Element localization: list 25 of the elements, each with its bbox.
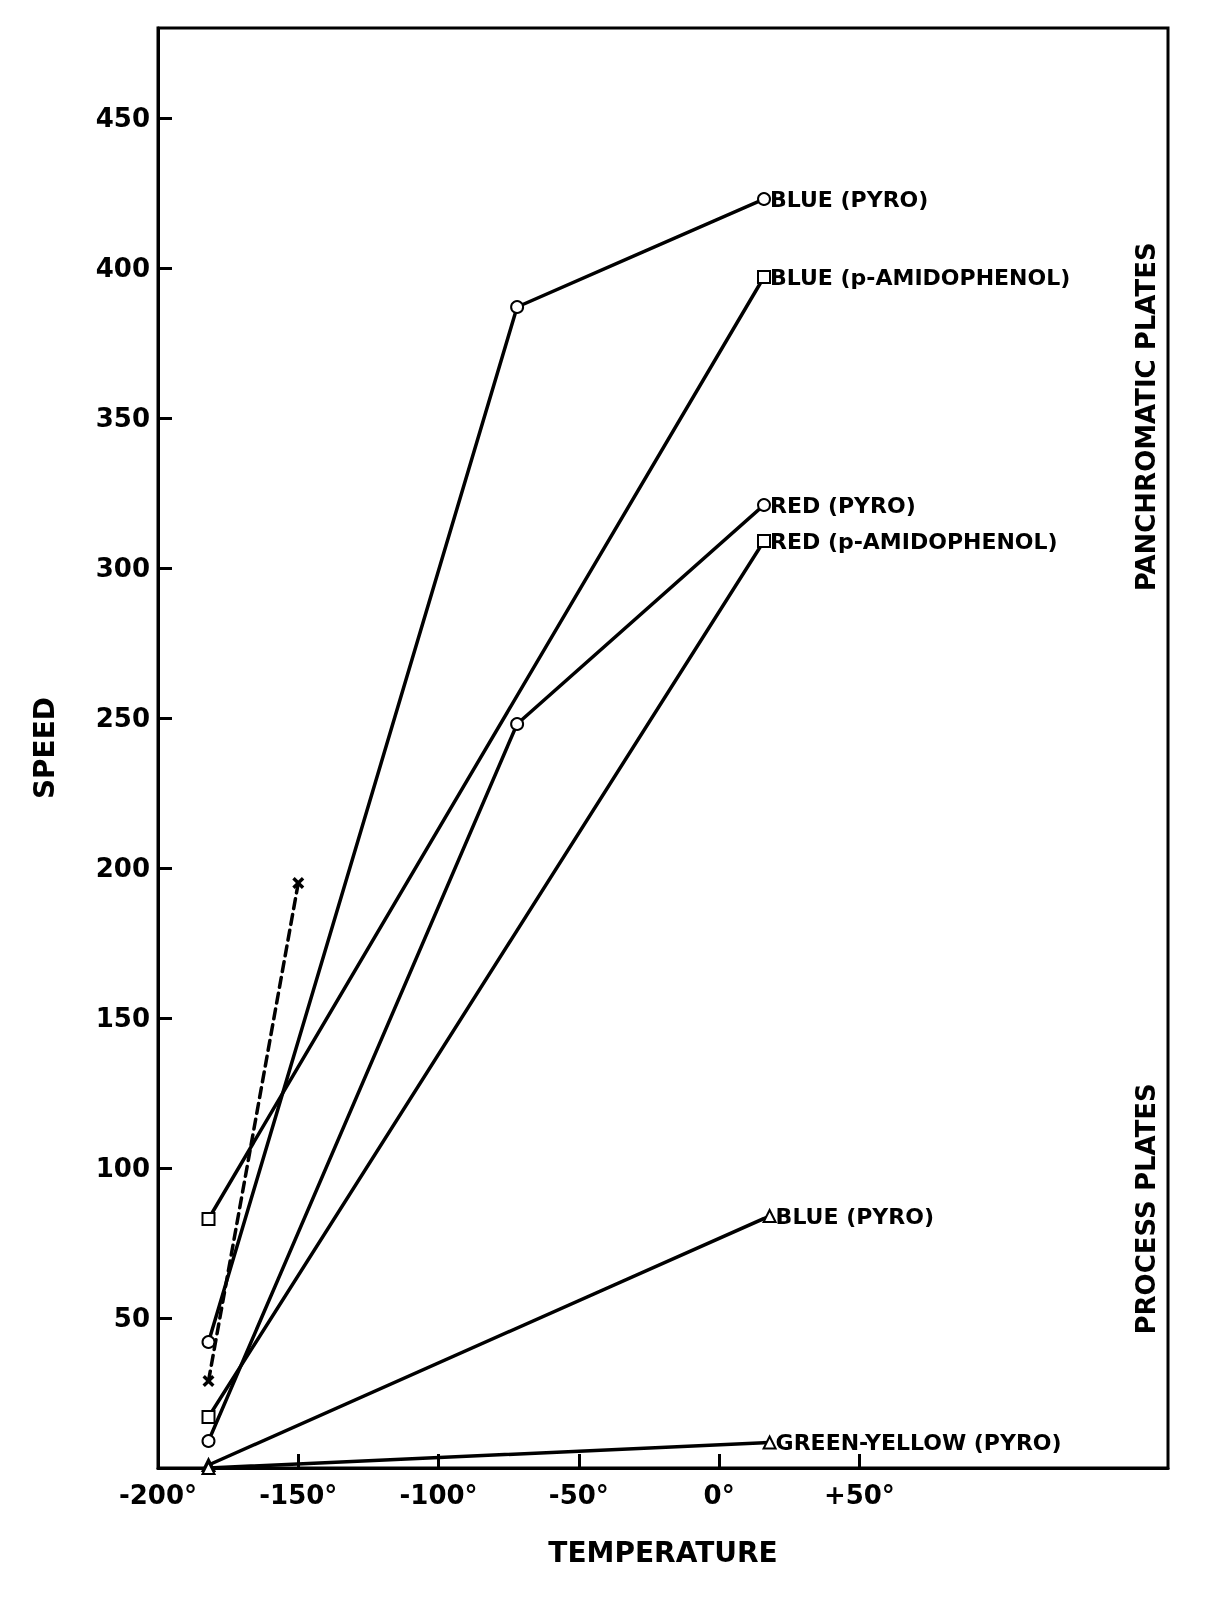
y-tick-label: 100 xyxy=(95,1153,150,1183)
y-tick-label: 400 xyxy=(95,253,150,283)
y-tick-label: 450 xyxy=(95,103,150,133)
x-tick-label: -150° xyxy=(259,1480,338,1510)
x-tick-label: -100° xyxy=(399,1480,478,1510)
y-axis-title: SPEED xyxy=(27,696,61,800)
x-tick-label: +50° xyxy=(823,1480,895,1510)
series-label: BLUE (p-AMIDOPHENOL) xyxy=(770,264,1071,290)
y-tick-label: 350 xyxy=(95,403,150,433)
x-tick-label: -50° xyxy=(548,1480,609,1510)
annotation: PROCESS PLATES xyxy=(1131,1083,1161,1335)
y-tick-label: 200 xyxy=(95,853,150,883)
y-tick-label: 250 xyxy=(95,703,150,733)
series-label: BLUE (PYRO) xyxy=(775,1203,934,1229)
y-tick-label: 150 xyxy=(95,1003,150,1033)
annotation: PANCHROMATIC PLATES xyxy=(1131,242,1161,592)
series-label: RED (p-AMIDOPHENOL) xyxy=(770,528,1058,554)
x-tick-label: -200° xyxy=(118,1480,198,1510)
series-label: GREEN-YELLOW (PYRO) xyxy=(775,1430,1062,1455)
x-axis-title: TEMPERATURE xyxy=(548,1535,778,1569)
y-tick-label: 50 xyxy=(113,1303,150,1333)
series-label: BLUE (PYRO) xyxy=(770,186,929,212)
x-tick-label: 0° xyxy=(703,1480,735,1510)
series-label: RED (PYRO) xyxy=(770,492,916,518)
y-tick-label: 300 xyxy=(95,553,150,583)
